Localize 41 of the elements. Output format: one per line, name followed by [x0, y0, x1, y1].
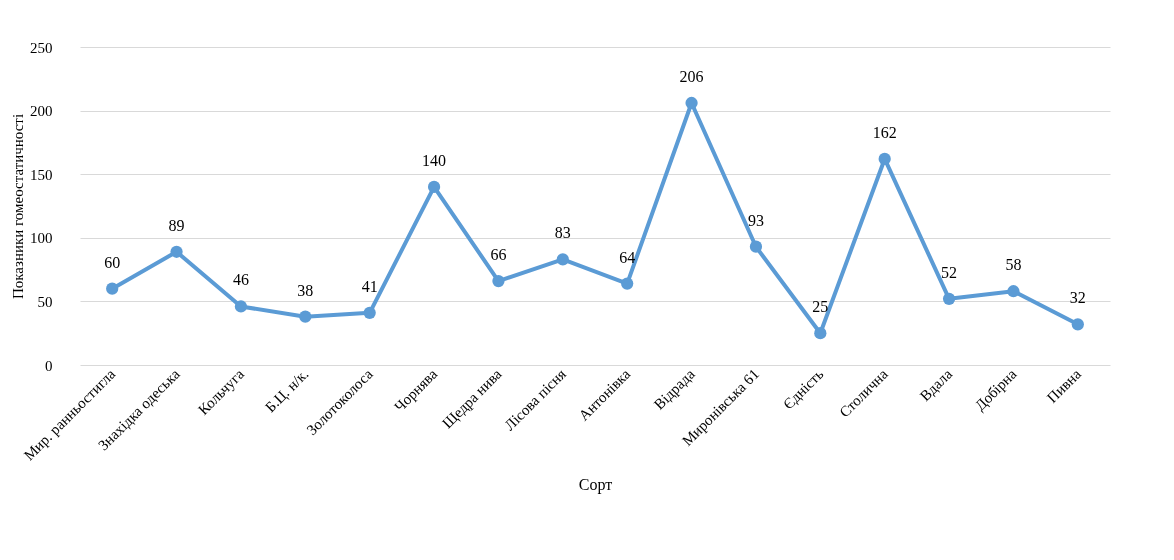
point [170, 245, 183, 258]
data-label: 41 [361, 277, 378, 295]
point [427, 180, 441, 194]
data-label: 46 [232, 271, 249, 289]
point [878, 152, 891, 166]
y-axis-title: Показники гомеостатичності [10, 113, 26, 300]
data-label: 89 [168, 216, 185, 234]
x-axis-title: Сорт [578, 476, 613, 495]
point [621, 277, 634, 290]
y-tick-label: 100 [30, 230, 53, 247]
point [1071, 318, 1084, 331]
point [299, 310, 312, 323]
data-label: 93 [747, 211, 764, 229]
point [685, 96, 698, 110]
point [814, 327, 827, 340]
data-label: 66 [490, 246, 507, 264]
y-tick-label: 250 [30, 39, 53, 56]
data-label: 60 [104, 253, 121, 271]
data-label: 38 [297, 281, 314, 299]
data-label: 162 [872, 123, 897, 141]
point [556, 253, 569, 266]
point [942, 292, 956, 305]
point [492, 274, 505, 288]
data-label: 140 [422, 151, 447, 169]
data-label: 58 [1005, 256, 1022, 274]
data-label: 52 [941, 263, 958, 281]
y-tick-label: 200 [30, 103, 53, 120]
data-label: 25 [812, 298, 829, 316]
x-tick-label: Б.Ц. н/к. [262, 365, 312, 416]
point [1007, 285, 1020, 298]
data-label: 206 [679, 67, 704, 85]
y-tick-label: 50 [37, 293, 53, 310]
data-label: 32 [1069, 289, 1086, 307]
point [106, 282, 119, 295]
point [234, 300, 248, 313]
data-label: 83 [554, 224, 571, 242]
y-tick-label: 150 [30, 166, 53, 183]
point [363, 306, 376, 319]
y-tick-label: 0 [45, 357, 53, 374]
point [749, 240, 763, 253]
data-label: 64 [619, 248, 636, 266]
